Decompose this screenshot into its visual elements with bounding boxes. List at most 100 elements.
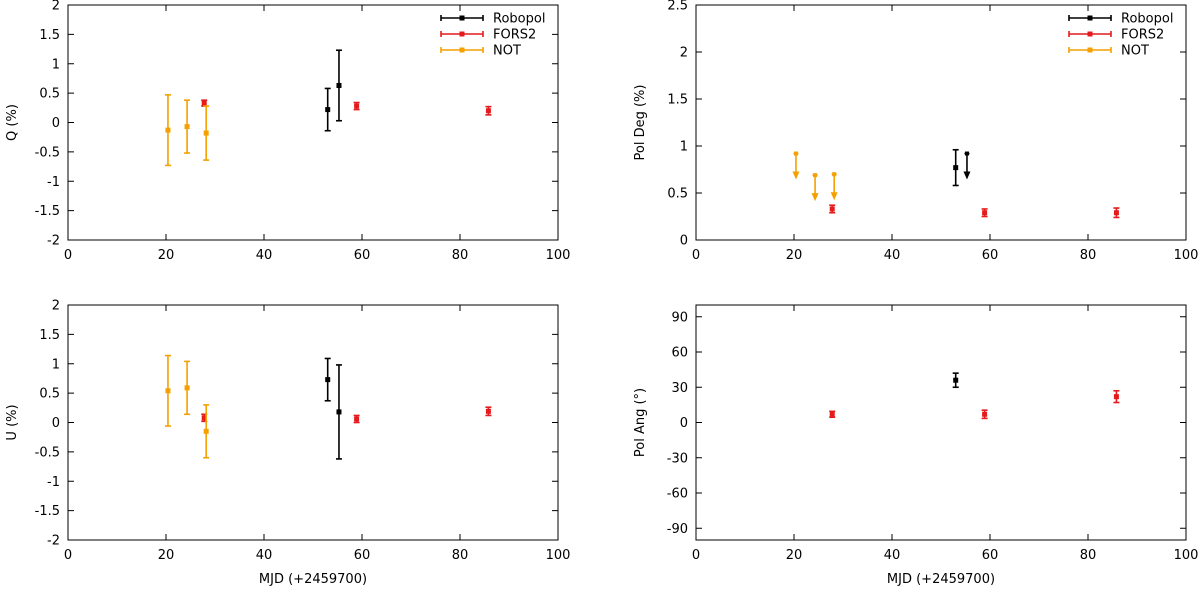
data-point-fors2 (829, 410, 836, 419)
x-tick-label: 60 (982, 248, 999, 263)
marker (1113, 394, 1119, 400)
marker (953, 165, 959, 171)
marker (354, 416, 360, 422)
y-tick-label: 0 (680, 234, 688, 249)
marker (203, 130, 209, 136)
marker (953, 377, 959, 383)
y-axis-label: U (%) (5, 404, 20, 440)
legend-marker (459, 47, 465, 53)
legend-entry-not: NOT (1068, 44, 1149, 59)
x-tick-label: 0 (64, 548, 72, 563)
marker (165, 388, 171, 394)
x-tick-label: 100 (1174, 248, 1199, 263)
marker (336, 409, 342, 415)
marker (184, 124, 190, 130)
x-axis-label: MJD (+2459700) (887, 572, 995, 587)
x-tick-label: 80 (452, 248, 469, 263)
panel-polang: 0 20 40 60 80 100 -90 -60 -30 0 30 60 90 Pol Ang (°) M… (633, 304, 1199, 587)
plot-frame (67, 304, 559, 541)
y-tick-label: -0.5 (35, 145, 60, 160)
marker (1113, 210, 1119, 216)
data-point-not (184, 99, 191, 154)
x-tick-label: 80 (1080, 248, 1097, 263)
y-tick-label: -1.5 (35, 504, 60, 519)
legend-entry-not: NOT (440, 44, 521, 59)
x-tick-label: 60 (354, 248, 371, 263)
y-tick-label: 1.5 (39, 28, 60, 43)
y-axis-label: Pol Deg (%) (633, 85, 648, 161)
marker (829, 206, 835, 212)
legend-entry-fors2: FORS2 (1068, 28, 1164, 43)
x-tick-label: 0 (692, 548, 700, 563)
data-point-fors2 (485, 406, 492, 417)
y-tick-label: 1 (680, 140, 688, 155)
marker (982, 411, 988, 417)
upper-limit-arrowhead (830, 192, 838, 201)
data-point-robopol (324, 357, 331, 402)
plot-frame (695, 4, 1187, 241)
marker (201, 415, 207, 421)
marker (485, 408, 491, 414)
y-tick-label: 0.5 (39, 387, 60, 402)
legend-label: NOT (493, 44, 521, 59)
x-tick-label: 80 (1080, 548, 1097, 563)
plot-frame (67, 4, 559, 241)
marker (982, 210, 988, 216)
x-tick-label: 100 (546, 248, 571, 263)
marker (325, 107, 331, 113)
data-point-fors2 (353, 101, 360, 111)
y-tick-label: -1 (47, 475, 60, 490)
upper-limit-not (830, 172, 838, 201)
x-tick-label: 20 (158, 548, 175, 563)
y-tick-label: 1 (52, 357, 60, 372)
data-point-fors2 (981, 208, 988, 218)
data-point-robopol (335, 364, 342, 460)
y-tick-label: 90 (671, 310, 688, 325)
y-tick-label: -90 (667, 522, 688, 537)
upper-limit-arrowhead (963, 171, 971, 180)
y-tick-label: 1.5 (39, 328, 60, 343)
x-tick-label: 0 (64, 248, 72, 263)
upper-limit-not (811, 173, 819, 202)
data-point-not (203, 105, 210, 161)
legend-marker (1087, 15, 1093, 21)
data-point-fors2 (1113, 207, 1120, 219)
y-tick-label: -1.5 (35, 204, 60, 219)
y-tick-label: -2 (47, 234, 60, 249)
y-tick-label: -1 (47, 175, 60, 190)
y-tick-label: 1.5 (667, 93, 688, 108)
panel-poldeg: 0 20 40 60 80 100 0 0.5 1 1.5 2 2.5 Pol Deg (%) Robop… (633, 0, 1198, 263)
marker (184, 385, 190, 391)
legend-marker (459, 31, 465, 37)
data-point-fors2 (353, 414, 360, 424)
y-tick-label: 2.5 (667, 0, 688, 14)
x-tick-label: 100 (1174, 548, 1199, 563)
y-tick-label: -0.5 (35, 445, 60, 460)
marker (165, 127, 171, 133)
legend-marker (459, 15, 465, 21)
data-point-robopol (335, 49, 342, 122)
legend-marker (1087, 31, 1093, 37)
y-tick-label: 0 (52, 416, 60, 431)
data-point-fors2 (485, 105, 492, 116)
y-tick-label: 0 (52, 116, 60, 131)
marker (829, 411, 835, 417)
y-tick-label: -30 (667, 451, 688, 466)
x-tick-label: 40 (884, 248, 901, 263)
y-tick-label: 30 (671, 381, 688, 396)
panel-u: 0 20 40 60 80 100 -2 -1.5 -1 -0.5 0 0.5 1 1.5 2 U (%) MJ… (5, 299, 570, 588)
data-point-fors2 (201, 99, 208, 107)
data-point-fors2 (829, 204, 836, 214)
y-tick-label: 2 (52, 299, 60, 314)
legend-entry-fors2: FORS2 (440, 28, 536, 43)
legend-label: NOT (1121, 44, 1149, 59)
legend-entry-robopol: Robopol (1068, 12, 1173, 27)
y-tick-label: -2 (47, 534, 60, 549)
x-tick-label: 40 (256, 548, 273, 563)
data-point-not (203, 404, 210, 459)
data-point-fors2 (981, 409, 988, 420)
data-point-robopol (952, 372, 959, 389)
